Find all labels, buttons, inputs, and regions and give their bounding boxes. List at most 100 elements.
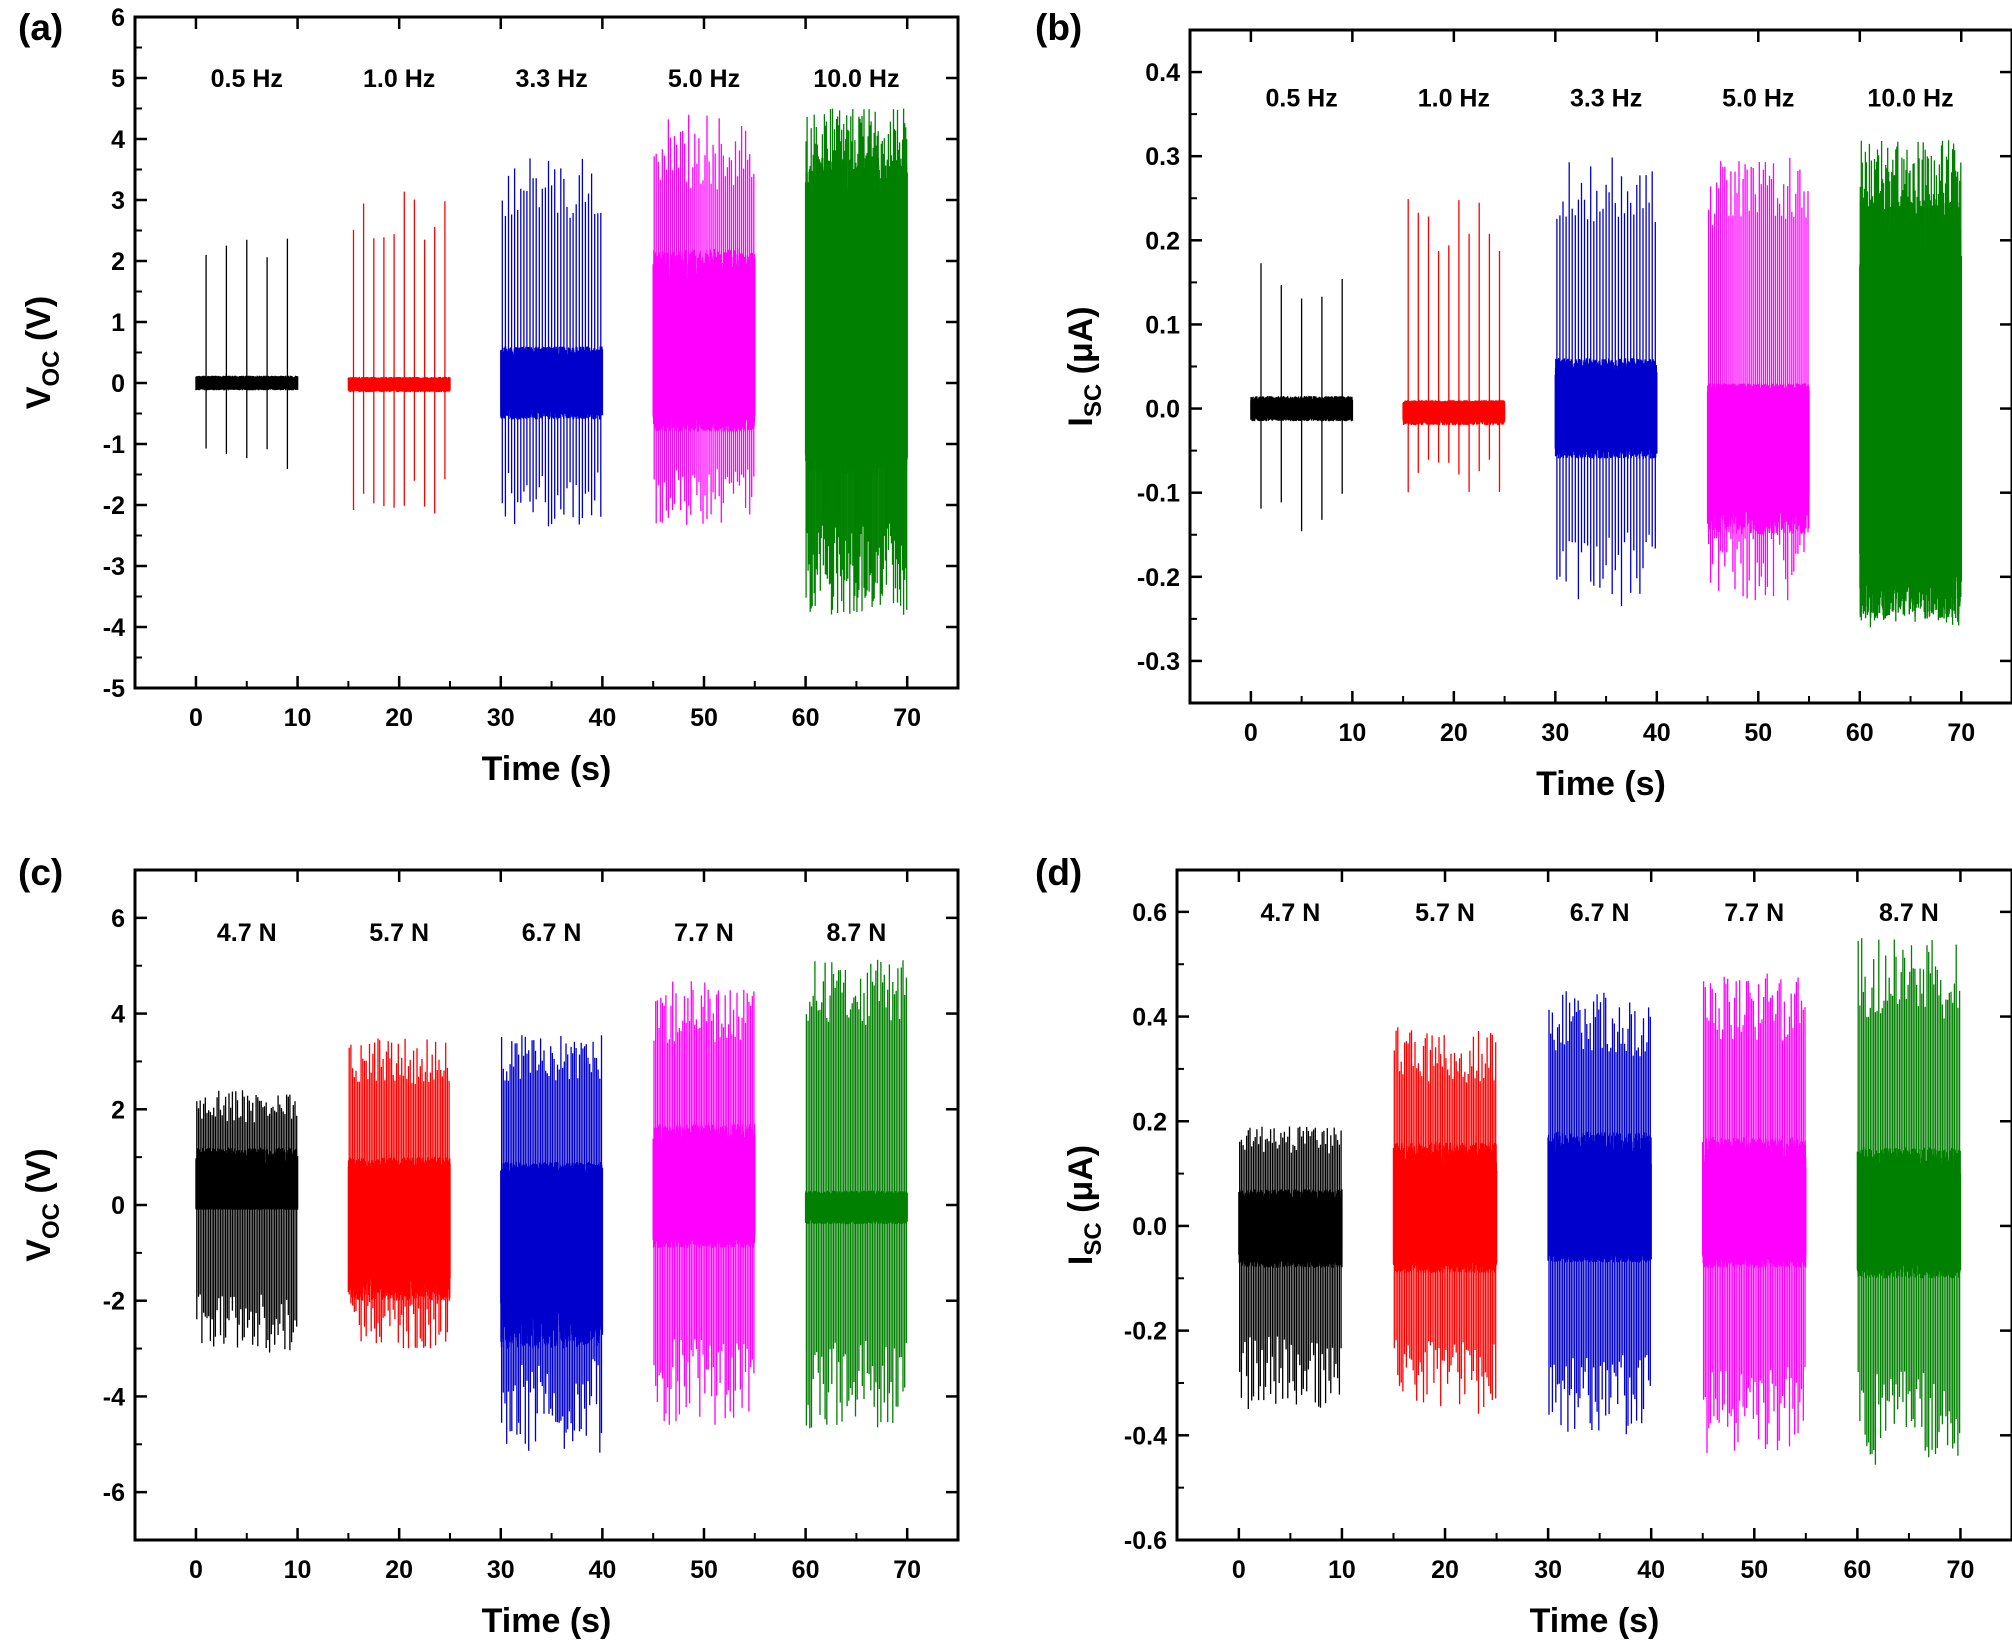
- y-axis-title-unit: (V): [20, 1148, 58, 1203]
- y-tick-label: 0.2: [1145, 227, 1180, 255]
- y-tick-label: 6: [111, 4, 125, 32]
- x-tick-label: 70: [1947, 1556, 1975, 1584]
- y-tick-label: 0.2: [1132, 1108, 1167, 1136]
- y-axis-title-main: V: [20, 1239, 58, 1262]
- y-tick-label: 4: [111, 1001, 125, 1029]
- y-tick-label: -0.2: [1137, 564, 1180, 592]
- y-tick-label: -2: [103, 1288, 125, 1316]
- y-tick-label: 0: [111, 1192, 125, 1220]
- y-tick-label: -6: [103, 1479, 125, 1507]
- y-axis-title-sub: OC: [38, 351, 65, 387]
- series-4-7-n: [195, 1090, 299, 1353]
- x-tick-label: 50: [1744, 719, 1772, 747]
- panel-label: (a): [18, 7, 63, 48]
- y-axis-title-unit: (V): [20, 296, 58, 351]
- series-annotation: 7.7 N: [674, 919, 734, 947]
- series-annotation: 5.7 N: [369, 919, 429, 947]
- y-axis-title: ISC (μA): [1062, 1145, 1107, 1265]
- x-tick-label: 60: [1843, 1556, 1871, 1584]
- x-tick-label: 70: [893, 704, 921, 732]
- x-tick-label: 30: [1541, 719, 1569, 747]
- y-tick-label: 2: [111, 248, 125, 276]
- plot-frame: [1175, 868, 2012, 1542]
- noise-band: [652, 1123, 756, 1248]
- y-tick-label: -0.3: [1137, 648, 1180, 676]
- plot-area: [1238, 938, 1962, 1465]
- series-annotation: 1.0 Hz: [363, 65, 435, 93]
- series-annotation: 8.7 N: [827, 919, 887, 947]
- x-axis-title: Time (s): [1536, 765, 1666, 803]
- x-tick-label: 50: [690, 1556, 718, 1584]
- series-annotation: 7.7 N: [1724, 899, 1784, 927]
- series-5-7-n: [1392, 1027, 1498, 1414]
- y-tick-label: 5: [111, 65, 125, 93]
- series-1-0-hz: [347, 191, 451, 514]
- series-6-7-n: [1547, 991, 1652, 1435]
- series-annotation: 3.3 Hz: [515, 65, 587, 93]
- y-tick-label: -4: [103, 614, 125, 642]
- series-3-3-hz: [500, 158, 604, 527]
- x-tick-label: 40: [588, 704, 616, 732]
- y-tick-label: -5: [103, 675, 125, 703]
- series-annotation: 10.0 Hz: [1867, 84, 1953, 112]
- series-annotation: 5.7 N: [1415, 899, 1475, 927]
- series-6-7-n: [500, 1035, 604, 1453]
- y-tick-label: 2: [111, 1096, 125, 1124]
- noise-band: [1702, 1137, 1807, 1268]
- x-tick-label: 30: [1534, 1556, 1562, 1584]
- noise-band: [195, 375, 299, 391]
- y-tick-label: 0.6: [1132, 899, 1167, 927]
- y-tick-label: -0.6: [1124, 1527, 1167, 1555]
- x-tick-label: 70: [893, 1556, 921, 1584]
- series-1-0-hz: [1402, 199, 1506, 493]
- series-annotation: 5.0 Hz: [668, 65, 740, 93]
- y-tick-label: -4: [103, 1383, 125, 1411]
- series-annotation: 8.7 N: [1879, 899, 1939, 927]
- series-5-0-hz: [1706, 157, 1810, 601]
- y-tick-label: -1: [103, 431, 125, 459]
- x-tick-label: 60: [1846, 719, 1874, 747]
- plot-area: [195, 959, 908, 1453]
- x-tick-label: 30: [487, 1556, 515, 1584]
- x-tick-label: 10: [284, 1556, 312, 1584]
- x-tick-label: 40: [1637, 1556, 1665, 1584]
- y-tick-label: -0.1: [1137, 480, 1180, 508]
- y-tick-label: 0.3: [1145, 143, 1180, 171]
- panel-label: (c): [18, 852, 63, 893]
- y-tick-label: 0: [111, 370, 125, 398]
- x-tick-label: 40: [1643, 719, 1671, 747]
- series-4-7-n: [1238, 1126, 1343, 1409]
- x-tick-label: 10: [1328, 1556, 1356, 1584]
- chart-panel-c: 0 10 20 30 40 50 60 70 -6 -4 -2 0 2 4 6 4.7 N 5.7 N 6.7 N…: [18, 852, 960, 1640]
- series-10-0-hz: [804, 108, 908, 615]
- x-tick-label: 20: [1431, 1556, 1459, 1584]
- series-5-0-hz: [652, 114, 756, 525]
- series-annotation: 0.5 Hz: [1265, 84, 1337, 112]
- y-axis-title-main: I: [1062, 1256, 1100, 1265]
- series-0-5-hz: [1250, 263, 1354, 532]
- series-0-5-hz: [195, 238, 299, 469]
- x-tick-label: 60: [792, 1556, 820, 1584]
- noise-band: [347, 1157, 451, 1301]
- series-5-7-n: [347, 1038, 451, 1349]
- y-axis-title-unit: (μA): [1062, 1145, 1100, 1222]
- x-tick-label: 0: [189, 704, 203, 732]
- panel-label: (b): [1035, 7, 1082, 48]
- chart-panel-d: 0 10 20 30 40 50 60 70 -0.6 -0.4 -0.2 0.0 0.2 0.4 0.6 4…: [1035, 852, 2012, 1640]
- x-tick-label: 50: [1740, 1556, 1768, 1584]
- plot-area: [195, 108, 908, 615]
- noise-band: [1856, 1147, 1962, 1279]
- chart-panel-a: 0 10 20 30 40 50 60 70 -5 -4 -3 -2 -1 0 1 2 3 4 5 6 0.5 Hz 1.…: [18, 4, 960, 788]
- chart-panel-b: 0 10 20 30 40 50 60 70 -0.3 -0.2 -0.1 0.0 0.1 0.2 0.3 0…: [1035, 7, 2012, 803]
- series-7-7-n: [1702, 973, 1807, 1454]
- y-tick-label: -0.4: [1124, 1422, 1167, 1450]
- panel-label: (d): [1035, 852, 1082, 893]
- y-axis-title-sub: SC: [1080, 384, 1107, 417]
- series-3-3-hz: [1554, 157, 1658, 606]
- y-axis-title: VOC (V): [20, 1148, 65, 1261]
- y-tick-label: 3: [111, 187, 125, 215]
- series-annotation: 10.0 Hz: [813, 65, 899, 93]
- y-tick-label: -2: [103, 492, 125, 520]
- plot-area: [1250, 140, 1962, 628]
